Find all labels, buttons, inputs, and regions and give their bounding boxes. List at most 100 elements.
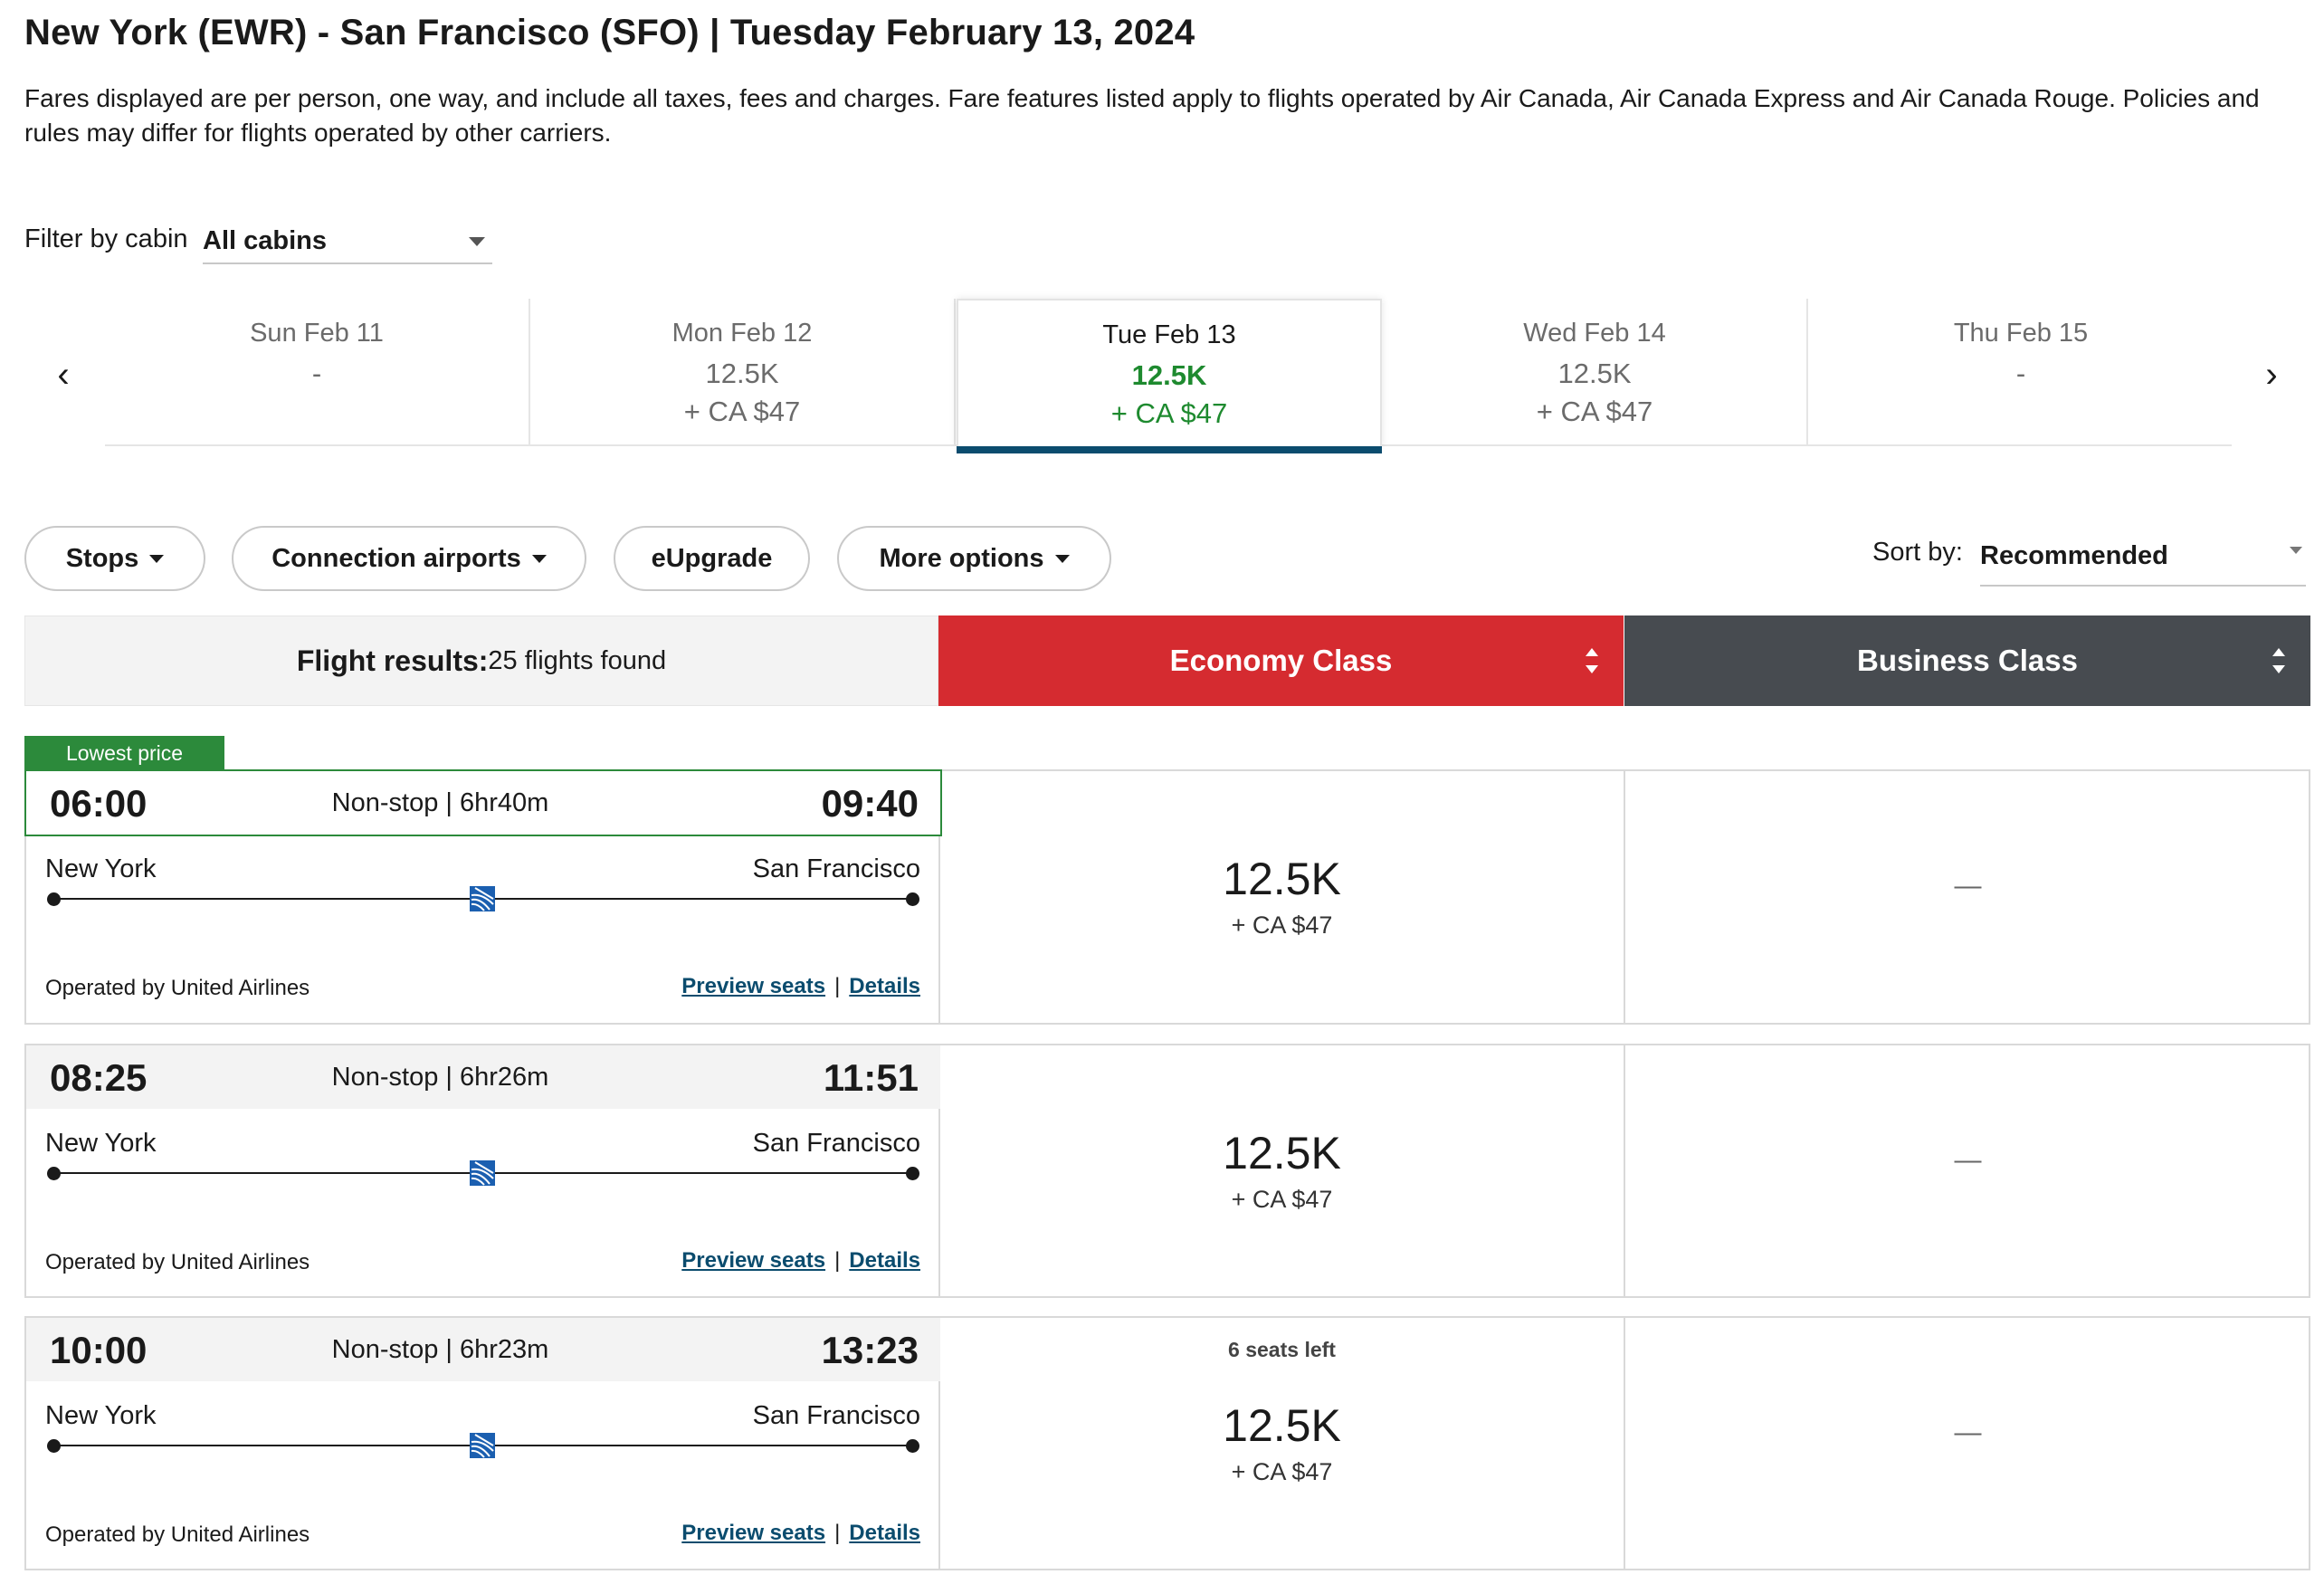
united-airlines-logo-icon — [470, 1433, 495, 1458]
date-tab-fee: + CA $47 — [1110, 397, 1228, 429]
flight-row: 08:25 Non-stop | 6hr26m 11:51 New York S… — [24, 1044, 2310, 1298]
sort-value: Recommended — [1980, 541, 2168, 570]
operator-label: Operated by United Airlines — [45, 1250, 310, 1274]
date-tab-wed-feb-14[interactable]: Wed Feb 14 12.5K + CA $47 — [1383, 299, 1808, 446]
destination-city: San Francisco — [752, 854, 920, 883]
date-tab-date: Mon Feb 12 — [671, 319, 813, 348]
flight-results-label: Flight results: — [296, 644, 489, 677]
destination-dot — [906, 892, 919, 906]
flight-info: 08:25 Non-stop | 6hr26m 11:51 New York S… — [26, 1045, 940, 1296]
arrival-time: 09:40 — [821, 782, 919, 825]
origin-dot — [47, 1167, 61, 1180]
date-tab-points: 12.5K — [705, 358, 779, 389]
preview-seats-link[interactable]: Preview seats — [681, 974, 826, 998]
economy-fee: + CA $47 — [1231, 911, 1333, 939]
chevron-down-icon — [469, 237, 485, 246]
connection-airports-button[interactable]: Connection airports — [232, 526, 586, 591]
details-link[interactable]: Details — [849, 1248, 920, 1273]
business-unavailable: — — [1954, 871, 1982, 901]
date-carousel: ‹ Sun Feb 11 - Mon Feb 12 12.5K + CA $47… — [0, 299, 2324, 457]
economy-fare-cell[interactable]: 6 seats left 12.5K + CA $47 — [940, 1318, 1625, 1569]
sort-select[interactable]: Recommended — [1980, 530, 2306, 587]
sort-icon — [2272, 648, 2285, 673]
date-tab-fee: + CA $47 — [1536, 396, 1653, 427]
flight-row: 06:00 Non-stop | 6hr40m 09:40 New York S… — [24, 769, 2310, 1025]
economy-fare-cell[interactable]: 12.5K + CA $47 — [940, 1045, 1625, 1296]
more-options-label: More options — [879, 543, 1044, 573]
flight-results-header: Flight results: 25 flights found — [24, 615, 938, 706]
details-link[interactable]: Details — [849, 974, 920, 998]
economy-points: 12.5K — [1223, 1400, 1341, 1451]
economy-fare-cell[interactable]: 12.5K + CA $47 — [940, 771, 1625, 1023]
selected-date-indicator — [957, 446, 1382, 453]
sort-icon — [1586, 648, 1598, 673]
flight-summary-bar: 08:25 Non-stop | 6hr26m 11:51 — [26, 1045, 940, 1109]
date-tab-mon-feb-12[interactable]: Mon Feb 12 12.5K + CA $47 — [530, 299, 956, 446]
operator-label: Operated by United Airlines — [45, 976, 310, 1000]
business-class-label: Business Class — [1857, 644, 2078, 677]
stops-filter-label: Stops — [65, 543, 139, 573]
flight-links: Preview seats | Details — [681, 974, 920, 999]
economy-class-label: Economy Class — [1169, 644, 1393, 677]
business-fare-cell: — — [1625, 1045, 2310, 1296]
chevron-left-icon[interactable]: ‹ — [57, 355, 70, 395]
flight-duration: Non-stop | 6hr40m — [331, 788, 549, 817]
flight-summary-bar: 06:00 Non-stop | 6hr40m 09:40 — [24, 769, 942, 836]
cabin-filter-value: All cabins — [203, 226, 327, 255]
business-class-header[interactable]: Business Class — [1624, 615, 2310, 706]
flight-links: Preview seats | Details — [681, 1521, 920, 1546]
cabin-filter-select[interactable]: All cabins — [203, 219, 492, 264]
date-tab-date: Wed Feb 14 — [1523, 319, 1666, 348]
date-tab-points: 12.5K — [1131, 359, 1207, 391]
caret-down-icon — [1054, 554, 1070, 563]
united-airlines-logo-icon — [470, 1160, 495, 1186]
link-separator: | — [834, 974, 841, 998]
filter-cabin-label: Filter by cabin — [24, 224, 188, 253]
date-tab-points: - — [2015, 358, 2026, 389]
chevron-down-icon — [2290, 547, 2302, 554]
stops-filter-button[interactable]: Stops — [24, 526, 205, 591]
united-airlines-logo-icon — [470, 886, 495, 911]
details-link[interactable]: Details — [849, 1521, 920, 1545]
destination-dot — [906, 1167, 919, 1180]
date-tab-date: Thu Feb 15 — [1953, 319, 2089, 348]
date-tab-points: 12.5K — [1557, 358, 1632, 389]
origin-dot — [47, 1439, 61, 1453]
chevron-right-icon[interactable]: › — [2265, 355, 2278, 395]
eupgrade-label: eUpgrade — [651, 543, 773, 573]
date-tab-date: Tue Feb 13 — [1102, 320, 1236, 349]
destination-dot — [906, 1439, 919, 1453]
origin-city: New York — [45, 1129, 157, 1158]
seats-left: 6 seats left — [1228, 1338, 1336, 1361]
departure-time: 06:00 — [50, 782, 148, 825]
arrival-time: 13:23 — [821, 1329, 919, 1371]
preview-seats-link[interactable]: Preview seats — [681, 1521, 826, 1545]
economy-points: 12.5K — [1223, 1128, 1341, 1178]
flight-results-count: 25 flights found — [488, 645, 667, 675]
flight-links: Preview seats | Details — [681, 1248, 920, 1274]
flight-info: 06:00 Non-stop | 6hr40m 09:40 New York S… — [24, 769, 942, 1023]
caret-down-icon — [531, 554, 547, 563]
economy-fee: + CA $47 — [1231, 1458, 1333, 1485]
link-separator: | — [834, 1248, 841, 1273]
flight-summary-bar: 10:00 Non-stop | 6hr23m 13:23 — [26, 1318, 940, 1381]
preview-seats-link[interactable]: Preview seats — [681, 1248, 826, 1273]
business-unavailable: — — [1954, 1417, 1982, 1447]
date-tab-tue-feb-13[interactable]: Tue Feb 13 12.5K + CA $47 — [957, 299, 1382, 453]
connection-airports-label: Connection airports — [271, 543, 521, 573]
date-tab-date: Sun Feb 11 — [250, 319, 384, 348]
operator-label: Operated by United Airlines — [45, 1522, 310, 1547]
date-tab-sun-feb-11[interactable]: Sun Feb 11 - — [105, 299, 530, 446]
caret-down-icon — [149, 554, 165, 563]
origin-city: New York — [45, 1401, 157, 1430]
lowest-price-badge: Lowest price — [24, 736, 224, 770]
date-tab-fee: + CA $47 — [683, 396, 801, 427]
economy-class-header[interactable]: Economy Class — [938, 615, 1624, 706]
business-fare-cell: — — [1625, 771, 2310, 1023]
sort-label: Sort by: — [1872, 538, 1963, 567]
more-options-button[interactable]: More options — [837, 526, 1111, 591]
economy-points: 12.5K — [1223, 854, 1341, 904]
page-title: New York (EWR) - San Francisco (SFO) | T… — [24, 13, 1195, 52]
date-tab-thu-feb-15[interactable]: Thu Feb 15 - — [1808, 299, 2234, 446]
eupgrade-button[interactable]: eUpgrade — [614, 526, 810, 591]
